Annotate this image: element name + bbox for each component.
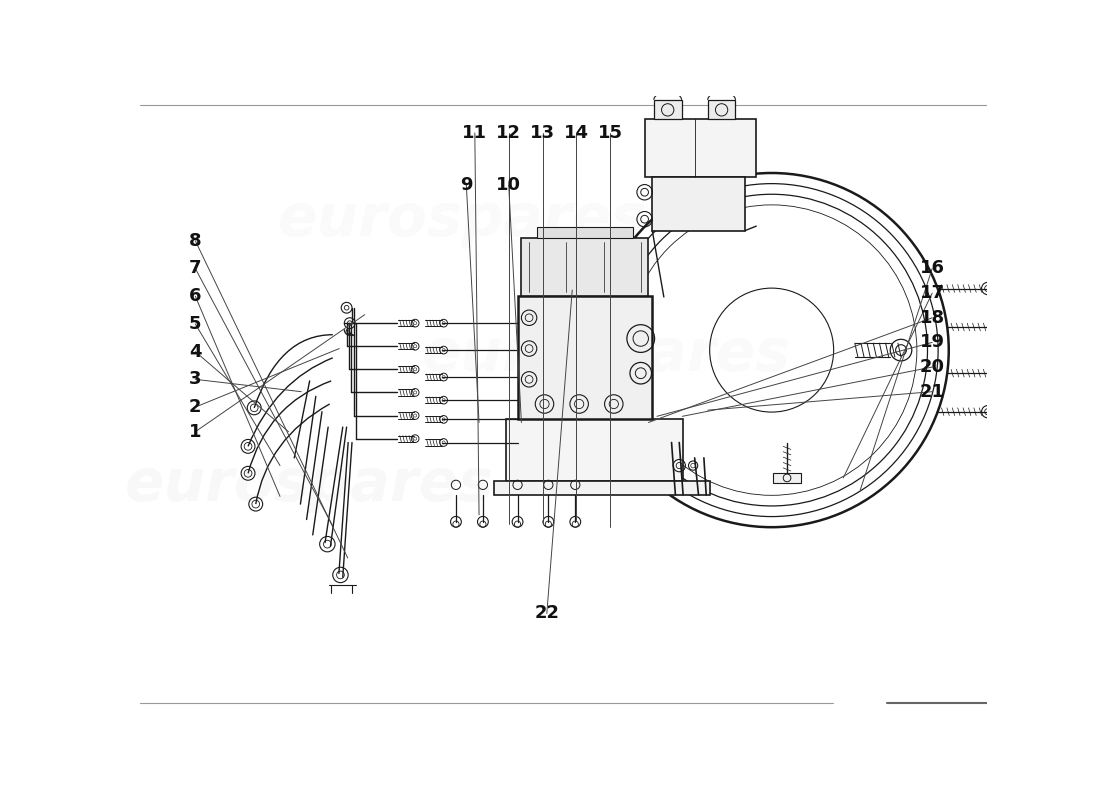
Bar [506,419,683,481]
Text: 18: 18 [920,309,945,326]
Text: 19: 19 [920,334,945,351]
Text: eurospares: eurospares [125,455,494,513]
Text: 9: 9 [460,176,473,194]
Bar [645,119,757,177]
Text: 7: 7 [189,259,201,278]
Text: 1: 1 [189,422,201,441]
Text: eurospares: eurospares [421,326,791,383]
Bar [773,474,801,482]
Text: 13: 13 [530,124,556,142]
Text: 6: 6 [189,287,201,306]
Text: 20: 20 [920,358,945,376]
Text: 14: 14 [564,124,589,142]
Text: 3: 3 [189,370,201,388]
Text: 12: 12 [496,124,521,142]
Text: 16: 16 [920,259,945,278]
Text: 22: 22 [535,605,559,622]
Text: 2: 2 [189,398,201,416]
Bar [707,100,736,119]
Text: 21: 21 [920,382,945,401]
Text: eurospares: eurospares [277,190,647,248]
Bar [537,227,634,238]
Bar [521,238,649,296]
Bar [653,100,682,119]
Bar [517,296,652,419]
Bar [652,177,745,230]
Text: 15: 15 [597,124,623,142]
Text: 4: 4 [189,342,201,361]
Text: 10: 10 [496,176,521,194]
Text: 17: 17 [920,284,945,302]
Bar [495,481,711,495]
Text: 5: 5 [189,315,201,333]
Text: 8: 8 [189,232,201,250]
Text: 11: 11 [462,124,487,142]
